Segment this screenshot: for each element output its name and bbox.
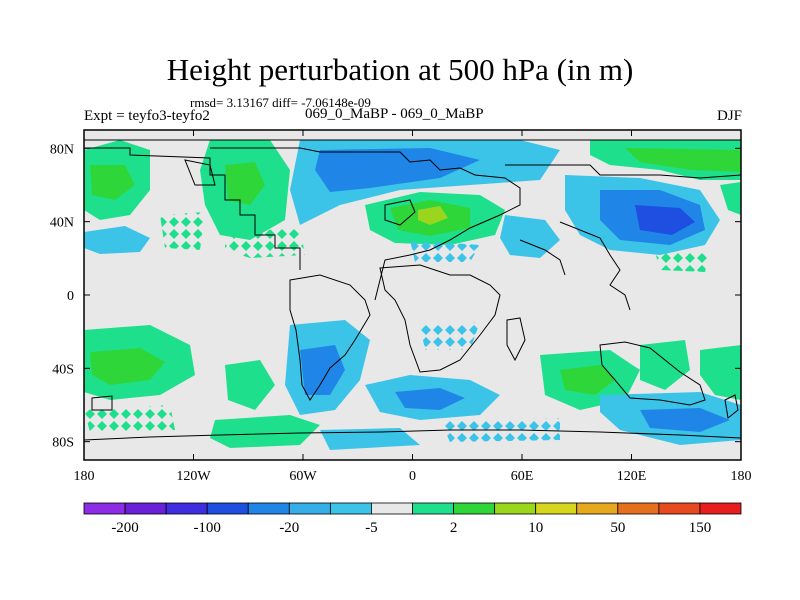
colorbar-swatch — [288, 502, 331, 515]
colorbar-swatch — [165, 502, 208, 515]
colorbar-label: -100 — [193, 520, 221, 536]
contour-region — [225, 360, 275, 410]
colorbar-label: -20 — [279, 520, 299, 536]
x-tick-label: 0 — [409, 469, 416, 484]
y-tick-label: 40S — [52, 362, 74, 377]
colorbar-swatch — [83, 502, 126, 515]
contour-region — [320, 428, 420, 450]
contour-region — [315, 148, 480, 192]
x-tick-label: 180 — [74, 469, 95, 484]
contour-region — [84, 405, 175, 432]
contour-region — [225, 162, 265, 205]
colorbar-swatch — [494, 502, 537, 515]
contour-region — [418, 206, 448, 225]
colorbar-label: 50 — [610, 520, 625, 536]
colorbar-swatch — [371, 502, 413, 515]
y-tick-label: 0 — [67, 289, 74, 304]
contour-region — [635, 205, 695, 235]
x-tick-label: 60W — [289, 469, 317, 484]
contour-region — [720, 182, 741, 215]
contour-region — [90, 348, 165, 385]
contour-region — [655, 252, 710, 272]
x-tick-label: 120E — [617, 469, 647, 484]
contour-region — [500, 215, 560, 258]
y-tick-label: 40N — [50, 216, 74, 231]
contour-region — [410, 240, 480, 262]
contour-region — [90, 165, 135, 200]
colorbar-swatch — [412, 502, 454, 515]
colorbar-label: 10 — [528, 520, 543, 536]
colorbar-label: -200 — [111, 520, 139, 536]
contour-region — [420, 322, 480, 350]
colorbar-swatch — [124, 502, 167, 515]
x-axis: 180 120W 60W 0 60E 120E 180 — [74, 130, 752, 484]
stats-label: rmsd= 3.13167 diff= -7.06148e-09 — [190, 95, 371, 110]
y-axis: 80N 40N 0 40S 80S — [50, 142, 741, 451]
contour-region — [625, 148, 741, 172]
colorbar-swatch — [329, 502, 372, 515]
colorbar-swatch — [453, 502, 496, 515]
season-label: DJF — [716, 108, 742, 124]
colorbar-label: 150 — [689, 520, 712, 536]
x-tick-label: 120W — [176, 469, 211, 484]
colorbar-swatch — [206, 502, 249, 515]
colorbar: -200 -100 -20 -5 2 10 50 150 — [83, 502, 742, 536]
colorbar-swatch — [658, 502, 701, 515]
x-tick-label: 180 — [731, 469, 752, 484]
x-tick-label: 60E — [511, 469, 534, 484]
contour-region — [84, 226, 150, 254]
case-label: 069_0_MaBP - 069_0_MaBP — [305, 106, 484, 122]
contour-region — [225, 228, 305, 258]
colorbar-swatch — [699, 502, 742, 515]
experiment-label: Expt = teyfo3-teyfo2 — [84, 108, 210, 124]
plot-title: Height perturbation at 500 hPa (in m) — [166, 52, 634, 87]
contour-region — [640, 408, 730, 432]
colorbar-label: 2 — [450, 520, 458, 536]
height-field — [84, 140, 741, 450]
colorbar-swatch — [247, 502, 290, 515]
contour-region — [640, 340, 690, 390]
contour-region — [700, 345, 741, 400]
contour-region — [395, 388, 465, 410]
contour-region — [560, 365, 615, 395]
colorbar-swatch — [576, 502, 619, 515]
coastlines — [83, 139, 742, 441]
colorbar-swatch — [617, 502, 660, 515]
contour-region — [160, 212, 205, 250]
contour-region — [210, 415, 320, 448]
y-tick-label: 80N — [50, 142, 74, 157]
colorbar-swatch — [535, 502, 578, 515]
colorbar-label: -5 — [365, 520, 378, 536]
y-tick-label: 80S — [52, 436, 74, 451]
contour-region — [300, 345, 345, 395]
